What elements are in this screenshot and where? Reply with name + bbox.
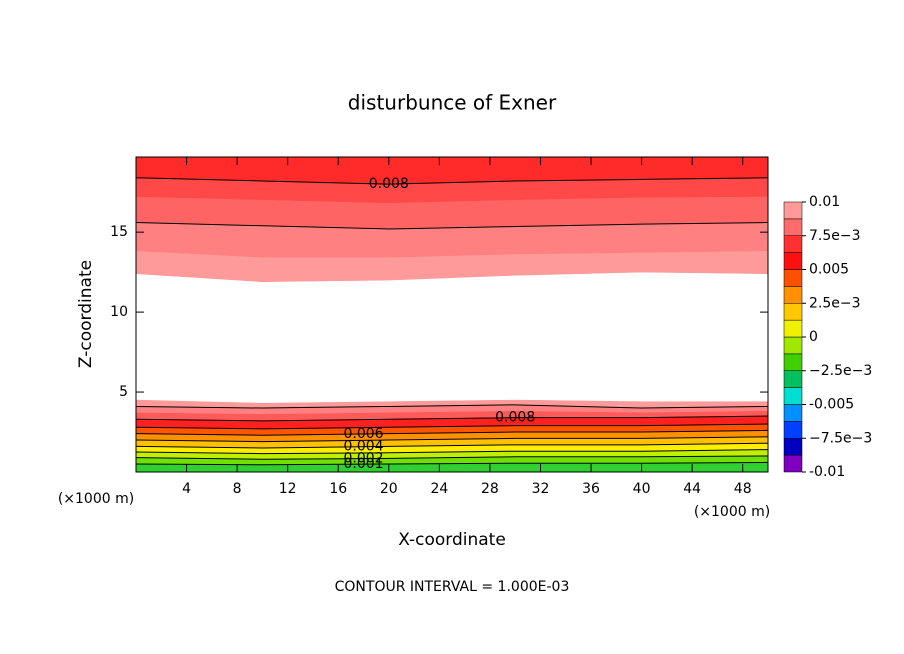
contour-label: 0.006 [343, 426, 383, 442]
contour-line [135, 436, 769, 443]
contour-line [135, 455, 769, 460]
colorbar-cell [783, 201, 803, 220]
contour-label: 0.001 [343, 456, 383, 472]
colorbar-cell [783, 353, 803, 371]
x-tick-label: 40 [633, 481, 651, 497]
colorbar-cell [783, 303, 803, 321]
contour-label: 0.008 [495, 410, 535, 426]
contour-label: 0.002 [343, 451, 383, 467]
colorbar-cell [783, 454, 803, 473]
x-tick-label: 8 [233, 481, 242, 497]
colorbar-cell [783, 336, 803, 355]
y-tick-label: 10 [110, 304, 128, 320]
y-axis-label: Z-coordinate [76, 260, 96, 368]
colorbar-cell [783, 319, 803, 338]
contour-line [135, 442, 769, 449]
colorbar-label: 7.5e−3 [809, 228, 861, 244]
colorbar-cell [783, 421, 803, 439]
colorbar-cell [783, 218, 803, 236]
x-tick-label: 16 [329, 481, 347, 497]
x-tick-label: 44 [683, 481, 701, 497]
x-axis-label: X-coordinate [398, 530, 506, 550]
x-tick-label: 36 [582, 481, 600, 497]
contour-label: 0.008 [369, 176, 409, 192]
colorbar-label: 2.5e−3 [809, 295, 861, 311]
contour-line [135, 404, 769, 409]
contour-line [135, 177, 769, 185]
x-tick-label: 28 [481, 481, 499, 497]
footer: CONTOUR INTERVAL = 1.000E-03 [335, 579, 570, 595]
contour-band [135, 251, 769, 282]
colorbar-cell [783, 235, 803, 253]
colorbar-cell [783, 370, 803, 388]
colorbar-cell [783, 252, 803, 270]
colorbar-cell [783, 269, 803, 287]
colorbar-cell [783, 438, 803, 456]
contour-label: 0.004 [343, 439, 383, 455]
colorbar-label: -0.005 [809, 397, 854, 413]
colorbar-cell [783, 286, 803, 304]
colorbar-label: −2.5e−3 [809, 363, 872, 379]
x-unit: (×1000 m) [694, 504, 770, 520]
contour-line [135, 415, 769, 422]
colorbar-label: 0 [809, 329, 818, 345]
colorbar-label: −7.5e−3 [809, 430, 872, 446]
x-tick-label: 20 [380, 481, 398, 497]
x-tick-label: 24 [430, 481, 448, 497]
y-tick-label: 15 [110, 224, 128, 240]
contour-line [135, 429, 769, 436]
colorbar-cell [783, 387, 803, 405]
y-unit: (×1000 m) [58, 491, 134, 507]
colorbar-label: 0.005 [809, 262, 849, 278]
x-tick-label: 4 [182, 481, 191, 497]
contour-line [135, 461, 769, 466]
colorbar-label: 0.01 [809, 194, 840, 210]
contour-line [135, 222, 769, 230]
x-tick-label: 32 [532, 481, 550, 497]
contour-line [135, 423, 769, 430]
y-tick-label: 5 [119, 384, 128, 400]
chart-title: disturbunce of Exner [348, 91, 557, 115]
plot-frame [135, 156, 769, 473]
colorbar-label: -0.01 [809, 464, 845, 480]
x-tick-label: 48 [734, 481, 752, 497]
colorbar-cell [783, 404, 803, 422]
contour-line [135, 449, 769, 455]
x-tick-label: 12 [279, 481, 297, 497]
